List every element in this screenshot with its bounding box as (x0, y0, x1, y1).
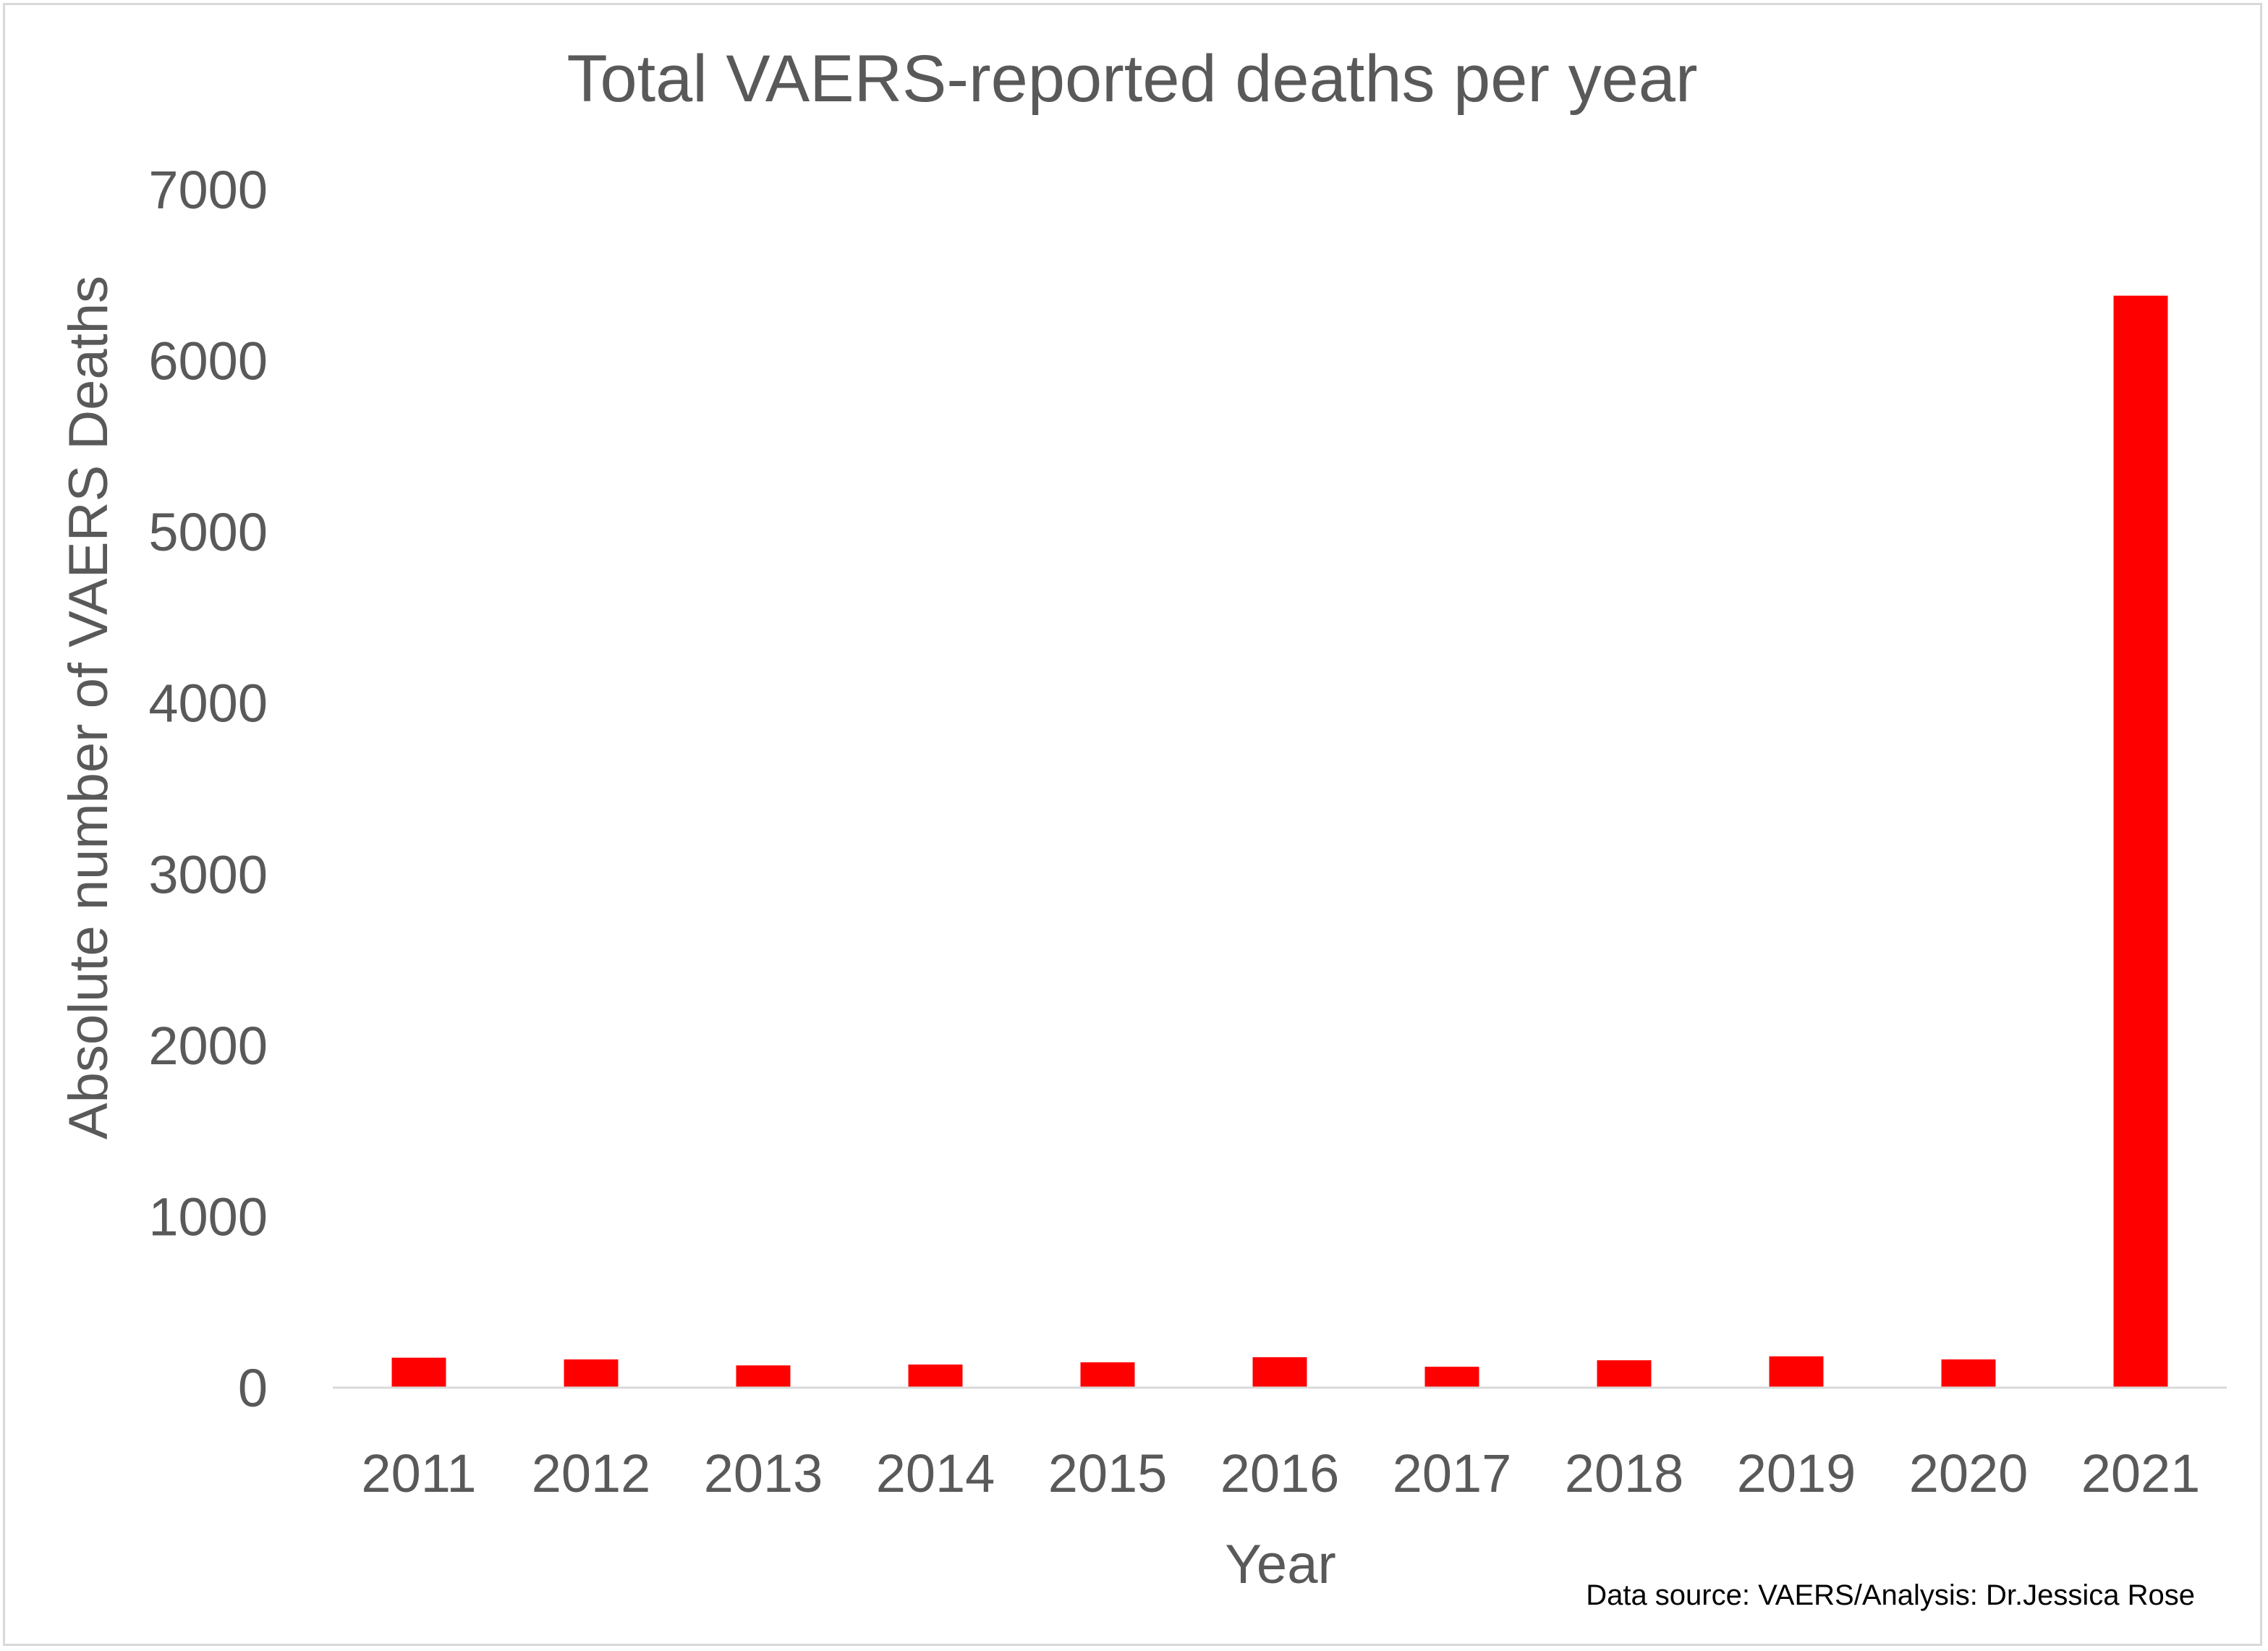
x-axis-ticks: 2011 2012 2013 2014 2015 2016 2017 2018 2019 2020… (361, 1443, 2200, 1503)
x-tick-label: 2011 (361, 1443, 476, 1503)
x-tick-label: 2018 (1565, 1443, 1684, 1503)
bar-2020 (1941, 1359, 1996, 1388)
y-axis-title: Absolute number of VAERS Deaths (58, 276, 119, 1139)
bar-2017 (1424, 1367, 1479, 1388)
bar-2021 (2113, 295, 2168, 1388)
y-tick-label: 2000 (148, 1016, 268, 1076)
x-tick-label: 2021 (2081, 1443, 2201, 1503)
x-tick-label: 2013 (704, 1443, 823, 1503)
bar-2019 (1769, 1356, 1824, 1388)
bar-2018 (1597, 1360, 1652, 1388)
bars (391, 295, 2168, 1388)
y-tick-label: 4000 (148, 674, 268, 734)
chart-title: Total VAERS-reported deaths per year (566, 42, 1697, 116)
x-tick-label: 2016 (1220, 1443, 1340, 1503)
bar-2011 (391, 1357, 446, 1388)
bar-2012 (564, 1359, 619, 1388)
y-tick-label: 1000 (148, 1187, 268, 1247)
y-tick-label: 0 (238, 1358, 268, 1418)
x-tick-label: 2017 (1393, 1443, 1512, 1503)
bar-2014 (908, 1364, 963, 1388)
bar-2015 (1080, 1362, 1135, 1388)
x-tick-label: 2020 (1909, 1443, 2029, 1503)
x-axis-title: Year (1225, 1534, 1336, 1595)
x-tick-label: 2019 (1737, 1443, 1856, 1503)
data-source-annotation: Data source: VAERS/Analysis: Dr.Jessica … (1586, 1579, 2195, 1611)
y-axis-ticks: 0 1000 2000 3000 4000 5000 6000 7000 (148, 160, 268, 1418)
y-tick-label: 3000 (148, 844, 268, 904)
y-tick-label: 7000 (148, 160, 268, 220)
x-tick-label: 2014 (876, 1443, 995, 1503)
x-tick-label: 2012 (532, 1443, 651, 1503)
y-tick-label: 5000 (148, 502, 268, 562)
bar-2016 (1252, 1357, 1307, 1388)
x-tick-label: 2015 (1048, 1443, 1168, 1503)
y-tick-label: 6000 (148, 331, 268, 391)
bar-2013 (736, 1365, 791, 1388)
